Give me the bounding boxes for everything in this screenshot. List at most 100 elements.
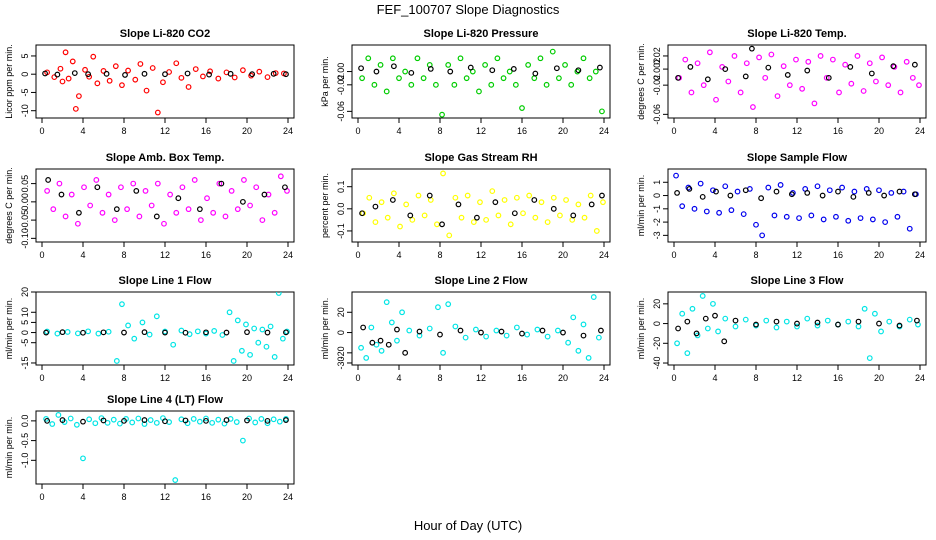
y-axis-label: degrees C per min.: [636, 43, 646, 120]
highlight-point: [75, 209, 82, 216]
data-point: [592, 68, 599, 75]
data-point: [763, 317, 770, 324]
data-point: [866, 60, 873, 67]
plot-frame: [35, 410, 295, 485]
y-tick-label: 20: [20, 287, 30, 297]
data-point: [279, 335, 286, 342]
data-point: [771, 212, 778, 219]
data-point: [737, 89, 744, 96]
data-point: [734, 188, 741, 195]
highlight-point: [550, 205, 557, 212]
data-point: [263, 343, 270, 350]
highlight-point: [121, 417, 127, 424]
data-point: [722, 315, 729, 322]
data-point: [886, 318, 893, 325]
data-point: [783, 318, 790, 325]
data-point: [585, 355, 592, 361]
data-point: [136, 213, 143, 220]
data-point: [192, 66, 199, 72]
data-point: [179, 184, 186, 191]
x-tick-label: 24: [283, 373, 293, 383]
highlight-point: [113, 206, 120, 213]
y-tick-label: -0.02: [336, 75, 346, 96]
highlight-point: [498, 328, 505, 335]
y-tick-label: 10: [20, 307, 30, 317]
data-point: [814, 183, 821, 190]
data-point: [525, 62, 532, 68]
x-tick-label: 8: [437, 250, 442, 260]
highlight-point: [788, 191, 795, 198]
data-point: [897, 89, 904, 96]
y-tick-label: -0.02: [652, 75, 662, 96]
data-point: [173, 209, 180, 216]
highlight-point: [390, 63, 397, 70]
highlight-point: [80, 329, 86, 336]
data-point: [777, 182, 784, 188]
data-point: [706, 49, 713, 56]
data-point: [149, 65, 156, 71]
highlight-point: [553, 65, 560, 72]
data-point: [916, 82, 922, 89]
data-point: [110, 416, 117, 423]
data-point: [72, 105, 79, 112]
y-tick-label: 5: [20, 320, 30, 325]
data-point: [111, 217, 118, 224]
highlight-point: [819, 192, 826, 199]
data-point: [575, 201, 582, 208]
data-point: [74, 330, 81, 337]
highlight-point: [402, 349, 409, 356]
data-point: [363, 355, 370, 361]
data-point: [173, 60, 180, 67]
data-point: [855, 323, 862, 330]
data-point: [716, 209, 722, 216]
highlight-point: [773, 318, 780, 325]
x-tick-label: 16: [833, 126, 843, 136]
y-tick-label: -20: [336, 346, 346, 359]
y-tick-label: -0.06: [336, 101, 346, 122]
panel: Slope Li-820 Pressure 0 4 8 12 16 20 24 -0.06 -0.…: [320, 28, 611, 136]
x-tick-label: 8: [437, 373, 442, 383]
panel-title: Slope Gas Stream RH: [424, 152, 537, 164]
highlight-point: [721, 338, 728, 345]
data-point: [131, 335, 138, 342]
highlight-point: [492, 199, 499, 206]
highlight-point: [437, 331, 443, 338]
data-point: [80, 455, 86, 462]
data-point: [118, 184, 124, 191]
x-tick-label: 24: [599, 126, 609, 136]
highlight-point: [94, 184, 101, 191]
data-point: [230, 358, 237, 364]
data-point: [824, 317, 831, 324]
highlight-point: [270, 70, 277, 77]
panel: Slope Line 4 (LT) Flow 0 4 8 12 16 20 24 -1.0 -0.…: [4, 394, 295, 502]
data-point: [851, 188, 858, 195]
highlight-point: [773, 188, 780, 195]
data-point: [903, 58, 910, 65]
y-axis-label: ml/min per min.: [636, 175, 646, 237]
data-point: [153, 313, 160, 320]
points: [358, 48, 605, 118]
highlight-point: [511, 210, 518, 217]
data-point: [531, 75, 538, 82]
data-point: [842, 61, 849, 68]
x-tick-label: 20: [874, 126, 884, 136]
x-tick-label: 24: [915, 373, 925, 383]
data-point: [439, 111, 445, 118]
y-tick-label: -40: [652, 357, 662, 370]
data-point: [112, 63, 119, 70]
y-tick-label: -5: [20, 339, 30, 347]
highlight-point: [153, 213, 160, 220]
data-point: [786, 82, 793, 89]
data-point: [783, 213, 790, 220]
data-point: [833, 213, 839, 220]
highlight-point: [675, 325, 681, 332]
data-point: [860, 88, 867, 94]
data-point: [148, 202, 155, 209]
x-tick-label: 20: [558, 126, 568, 136]
data-point: [64, 329, 71, 335]
panel-title: Slope Li-820 Temp.: [747, 28, 846, 40]
highlight-point: [868, 70, 875, 77]
x-tick-label: 4: [80, 250, 85, 260]
x-tick-label: 4: [80, 373, 85, 383]
